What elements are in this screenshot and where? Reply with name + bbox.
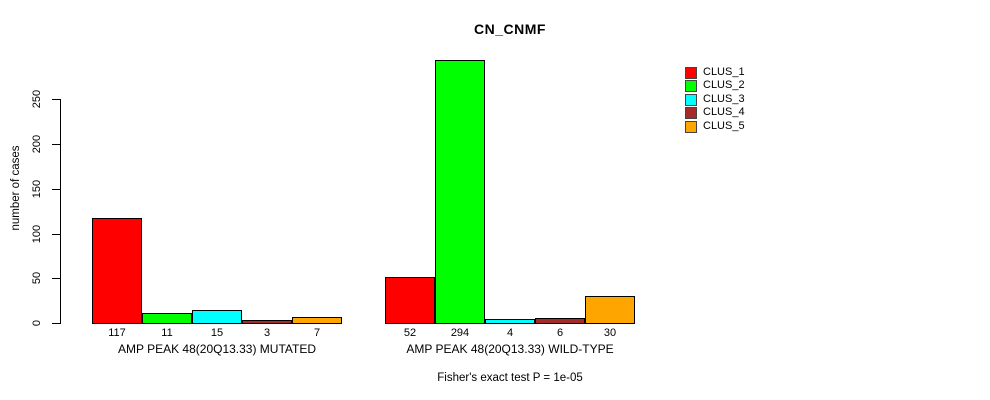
bar-clus_1-group-1 — [92, 218, 142, 324]
bar-clus_3-group-2 — [485, 319, 535, 324]
legend-label: CLUS_3 — [703, 93, 745, 105]
legend-label: CLUS_4 — [703, 106, 745, 118]
bar-clus_5-group-1 — [292, 317, 342, 324]
y-tick-label: 50 — [31, 271, 43, 285]
bar-value-label: 294 — [450, 327, 470, 339]
y-tick-label: 250 — [31, 89, 43, 109]
bar-clus_1-group-2 — [385, 277, 435, 324]
y-tick — [52, 234, 61, 235]
bar-value-label: 6 — [556, 327, 564, 339]
y-tick — [52, 144, 61, 145]
legend-swatch-clus_3 — [685, 93, 697, 106]
chart-title: CN_CNMF — [474, 21, 546, 37]
bar-value-label: 3 — [263, 327, 271, 339]
y-tick-label: 200 — [31, 134, 43, 154]
category-label: AMP PEAK 48(20Q13.33) MUTATED — [117, 342, 317, 356]
bar-clus_3-group-1 — [192, 310, 242, 324]
bar-value-label: 117 — [108, 327, 126, 339]
category-label: AMP PEAK 48(20Q13.33) WILD-TYPE — [406, 342, 614, 356]
bar-clus_2-group-1 — [142, 313, 192, 324]
bar-value-label: 15 — [210, 327, 224, 339]
legend-item-clus_5: CLUS_5 — [685, 120, 745, 133]
legend-item-clus_1: CLUS_1 — [685, 66, 745, 79]
legend-item-clus_3: CLUS_3 — [685, 93, 745, 106]
bar-value-label: 52 — [403, 327, 417, 339]
legend-item-clus_2: CLUS_2 — [685, 79, 745, 92]
y-tick-label: 100 — [31, 224, 43, 244]
y-tick-label: 150 — [31, 179, 43, 199]
y-axis-line — [60, 99, 61, 324]
bar-clus_4-group-1 — [242, 320, 292, 324]
legend-label: CLUS_5 — [703, 120, 745, 132]
y-tick — [52, 278, 61, 279]
legend-swatch-clus_5 — [685, 120, 697, 133]
bar-value-label: 30 — [603, 327, 617, 339]
footnote-fisher-test: Fisher's exact test P = 1e-05 — [437, 372, 583, 384]
bar-value-label: 11 — [161, 327, 173, 339]
y-tick — [52, 189, 61, 190]
bar-value-label: 4 — [506, 327, 514, 339]
legend-swatch-clus_1 — [685, 66, 697, 79]
y-axis-label: number of cases — [10, 145, 22, 231]
legend-swatch-clus_4 — [685, 106, 697, 119]
bar-clus_2-group-2 — [435, 60, 485, 324]
legend-label: CLUS_2 — [703, 79, 745, 91]
y-tick — [52, 323, 61, 324]
legend-item-clus_4: CLUS_4 — [685, 106, 745, 119]
bar-clus_4-group-2 — [535, 318, 585, 324]
y-tick-label: 0 — [31, 319, 43, 327]
bar-value-label: 7 — [313, 327, 321, 339]
legend-label: CLUS_1 — [703, 66, 745, 78]
y-tick — [52, 99, 61, 100]
bar-clus_5-group-2 — [585, 296, 635, 324]
legend-swatch-clus_2 — [685, 79, 697, 92]
